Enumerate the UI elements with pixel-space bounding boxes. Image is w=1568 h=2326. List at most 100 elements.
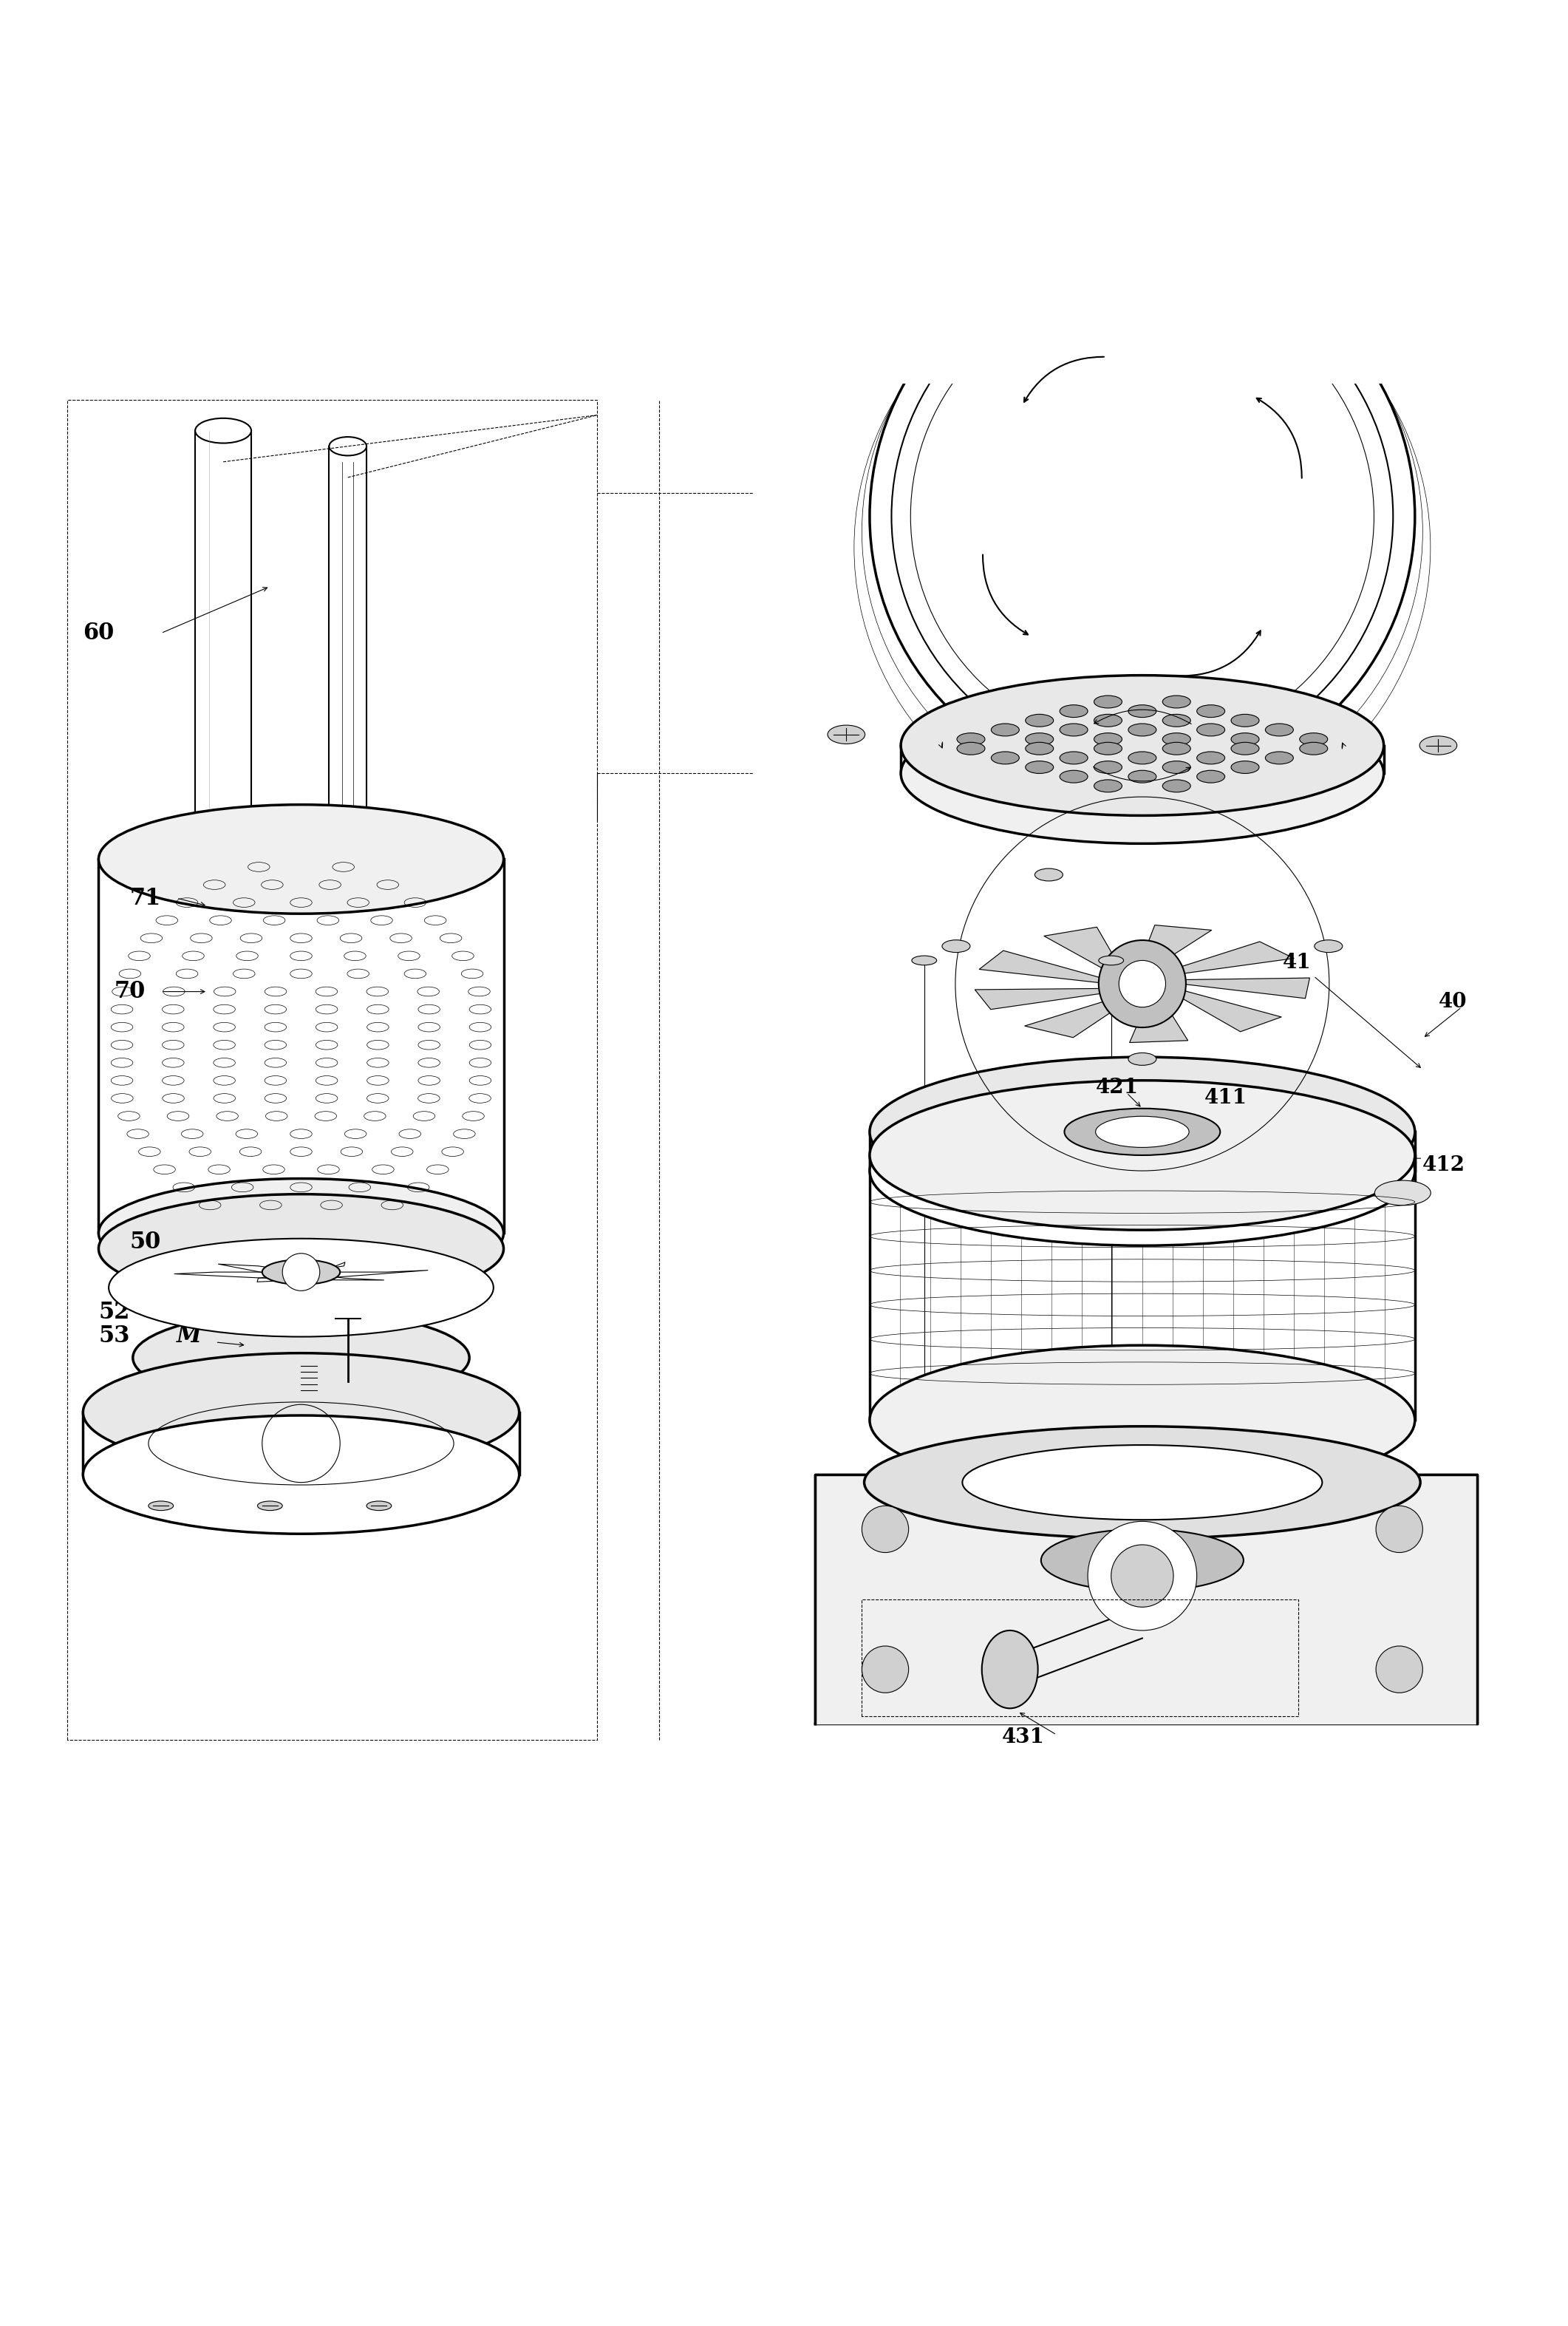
- Text: M: M: [177, 1323, 201, 1347]
- Ellipse shape: [1162, 779, 1190, 793]
- Text: 60: 60: [83, 621, 114, 644]
- Ellipse shape: [1196, 770, 1225, 784]
- Text: 51: 51: [130, 1263, 162, 1284]
- Ellipse shape: [991, 751, 1019, 765]
- Ellipse shape: [257, 1500, 282, 1510]
- Ellipse shape: [99, 1193, 503, 1303]
- Ellipse shape: [1162, 761, 1190, 775]
- Text: 71: 71: [130, 886, 162, 909]
- Ellipse shape: [1129, 723, 1156, 735]
- Ellipse shape: [1129, 1054, 1156, 1065]
- Circle shape: [282, 1254, 320, 1291]
- Ellipse shape: [902, 675, 1383, 816]
- Ellipse shape: [1196, 723, 1225, 735]
- Ellipse shape: [1094, 733, 1123, 744]
- Ellipse shape: [1162, 714, 1190, 726]
- Ellipse shape: [1129, 705, 1156, 716]
- Text: 412: 412: [1422, 1156, 1466, 1175]
- Ellipse shape: [870, 1079, 1414, 1230]
- Ellipse shape: [133, 1312, 469, 1405]
- Ellipse shape: [1231, 742, 1259, 754]
- Ellipse shape: [1060, 751, 1088, 765]
- Ellipse shape: [367, 1500, 392, 1510]
- Ellipse shape: [1025, 761, 1054, 775]
- Ellipse shape: [870, 1056, 1414, 1207]
- Ellipse shape: [1094, 779, 1123, 793]
- Text: 42: 42: [1204, 1123, 1232, 1144]
- Ellipse shape: [942, 940, 971, 951]
- Polygon shape: [1025, 996, 1134, 1037]
- Ellipse shape: [870, 1096, 1414, 1247]
- Ellipse shape: [83, 1417, 519, 1533]
- Ellipse shape: [956, 742, 985, 754]
- Ellipse shape: [1314, 940, 1342, 951]
- Circle shape: [870, 244, 1414, 789]
- Circle shape: [1088, 1521, 1196, 1631]
- Text: 41: 41: [1283, 954, 1311, 972]
- Ellipse shape: [262, 1261, 340, 1284]
- Ellipse shape: [1300, 742, 1328, 754]
- Ellipse shape: [963, 1444, 1322, 1519]
- Ellipse shape: [870, 1344, 1414, 1496]
- Ellipse shape: [1265, 751, 1294, 765]
- Polygon shape: [1173, 989, 1281, 1033]
- Ellipse shape: [1231, 714, 1259, 726]
- Ellipse shape: [1094, 714, 1123, 726]
- Ellipse shape: [1300, 733, 1328, 744]
- Ellipse shape: [982, 1631, 1038, 1707]
- Text: 43: 43: [1330, 1482, 1358, 1503]
- Ellipse shape: [83, 1354, 519, 1472]
- Ellipse shape: [1094, 695, 1123, 707]
- Ellipse shape: [194, 419, 251, 444]
- Ellipse shape: [1265, 723, 1294, 735]
- Text: 40: 40: [1438, 991, 1466, 1012]
- Ellipse shape: [329, 437, 367, 456]
- Text: 421: 421: [1096, 1077, 1138, 1098]
- Ellipse shape: [1041, 1528, 1243, 1591]
- Text: 50: 50: [130, 1230, 162, 1254]
- Ellipse shape: [1060, 770, 1088, 784]
- Ellipse shape: [194, 823, 251, 849]
- Ellipse shape: [1231, 761, 1259, 775]
- Ellipse shape: [1375, 1179, 1430, 1205]
- Polygon shape: [1179, 977, 1309, 998]
- Polygon shape: [1129, 996, 1189, 1042]
- Text: 52: 52: [99, 1300, 130, 1323]
- Ellipse shape: [1162, 695, 1190, 707]
- Circle shape: [862, 1505, 908, 1551]
- Text: 70: 70: [114, 979, 146, 1003]
- Ellipse shape: [1231, 733, 1259, 744]
- Circle shape: [1099, 940, 1185, 1028]
- Polygon shape: [815, 1475, 1477, 1724]
- Ellipse shape: [99, 1179, 503, 1289]
- Polygon shape: [980, 951, 1105, 984]
- Ellipse shape: [1129, 751, 1156, 765]
- Polygon shape: [1163, 942, 1294, 975]
- Ellipse shape: [956, 733, 985, 744]
- Text: 431: 431: [1002, 1728, 1044, 1747]
- Ellipse shape: [149, 1500, 174, 1510]
- Ellipse shape: [1025, 733, 1054, 744]
- Circle shape: [1377, 1647, 1422, 1693]
- Ellipse shape: [1094, 761, 1123, 775]
- Ellipse shape: [329, 812, 367, 830]
- Text: 53: 53: [99, 1323, 130, 1347]
- Ellipse shape: [864, 1426, 1421, 1537]
- Text: 411: 411: [1204, 1089, 1248, 1107]
- Ellipse shape: [1099, 956, 1124, 965]
- Ellipse shape: [1096, 1116, 1189, 1147]
- Circle shape: [1112, 1544, 1173, 1607]
- Ellipse shape: [1035, 868, 1063, 882]
- Circle shape: [862, 1647, 908, 1693]
- Ellipse shape: [1196, 751, 1225, 765]
- Ellipse shape: [1060, 705, 1088, 716]
- Circle shape: [1120, 961, 1165, 1007]
- Ellipse shape: [1094, 742, 1123, 754]
- Ellipse shape: [1419, 735, 1457, 754]
- Ellipse shape: [1129, 770, 1156, 784]
- Ellipse shape: [828, 726, 866, 744]
- Ellipse shape: [1065, 1110, 1220, 1156]
- Ellipse shape: [1060, 723, 1088, 735]
- Polygon shape: [1044, 928, 1123, 975]
- Ellipse shape: [1025, 714, 1054, 726]
